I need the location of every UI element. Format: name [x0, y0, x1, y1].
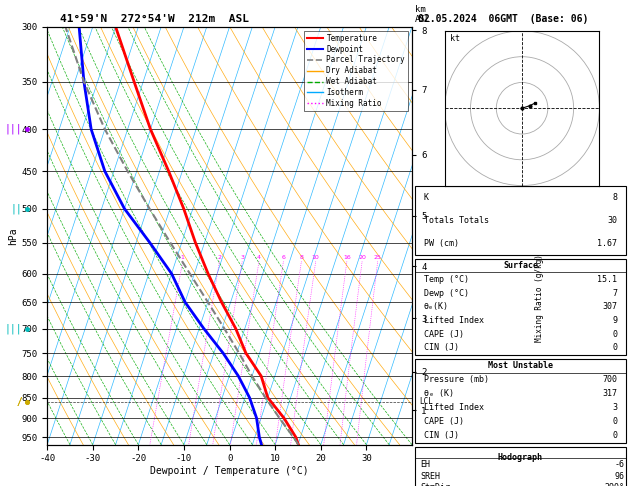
Text: StmDir: StmDir: [420, 483, 450, 486]
Text: /: /: [16, 397, 22, 407]
Text: 25: 25: [374, 255, 382, 260]
Text: Surface: Surface: [503, 261, 538, 270]
Text: 2: 2: [218, 255, 221, 260]
Text: kt: kt: [450, 34, 460, 43]
Text: CIN (J): CIN (J): [423, 431, 459, 440]
Text: Lifted Index: Lifted Index: [423, 316, 484, 325]
Text: 1.67: 1.67: [598, 239, 618, 247]
Text: 41°59'N  272°54'W  212m  ASL: 41°59'N 272°54'W 212m ASL: [60, 14, 248, 24]
Bar: [415, 259, 626, 355]
Text: ||: ||: [11, 204, 22, 214]
Text: 7: 7: [613, 289, 618, 297]
Text: 30: 30: [608, 215, 618, 225]
Text: Temp (°C): Temp (°C): [423, 275, 469, 284]
Text: Dewp (°C): Dewp (°C): [423, 289, 469, 297]
Text: Pressure (mb): Pressure (mb): [423, 375, 489, 384]
Bar: [415, 186, 626, 255]
Text: 0: 0: [613, 417, 618, 426]
Text: Lifted Index: Lifted Index: [423, 403, 484, 412]
Text: LCL: LCL: [420, 398, 433, 406]
Text: CAPE (J): CAPE (J): [423, 417, 464, 426]
Text: |||: |||: [4, 323, 22, 334]
Text: 20: 20: [358, 255, 366, 260]
Text: 4: 4: [257, 255, 261, 260]
Text: 700: 700: [603, 375, 618, 384]
Text: /: /: [16, 397, 22, 407]
Text: CIN (J): CIN (J): [423, 344, 459, 352]
Text: 16: 16: [343, 255, 351, 260]
Text: Hodograph: Hodograph: [498, 453, 543, 462]
Text: 8: 8: [299, 255, 303, 260]
Text: 0: 0: [613, 344, 618, 352]
Text: 290°: 290°: [604, 483, 625, 486]
Text: PW (cm): PW (cm): [423, 239, 459, 247]
Text: θₑ (K): θₑ (K): [423, 389, 454, 399]
Text: 02.05.2024  06GMT  (Base: 06): 02.05.2024 06GMT (Base: 06): [418, 14, 589, 24]
Text: 307: 307: [603, 302, 618, 311]
Text: 9: 9: [613, 316, 618, 325]
Text: -6: -6: [615, 460, 625, 469]
Legend: Temperature, Dewpoint, Parcel Trajectory, Dry Adiabat, Wet Adiabat, Isotherm, Mi: Temperature, Dewpoint, Parcel Trajectory…: [304, 31, 408, 111]
Text: 0: 0: [613, 330, 618, 339]
Text: 6: 6: [281, 255, 286, 260]
Text: Most Unstable: Most Unstable: [488, 362, 553, 370]
Text: Mixing Ratio (g/kg): Mixing Ratio (g/kg): [535, 255, 544, 342]
Text: |||: |||: [4, 124, 22, 135]
Text: 96: 96: [615, 472, 625, 481]
Text: SREH: SREH: [420, 472, 440, 481]
Text: 8: 8: [613, 192, 618, 202]
Text: 317: 317: [603, 389, 618, 399]
X-axis label: Dewpoint / Temperature (°C): Dewpoint / Temperature (°C): [150, 466, 309, 476]
Text: 3: 3: [240, 255, 244, 260]
Text: EH: EH: [420, 460, 430, 469]
Text: 15.1: 15.1: [598, 275, 618, 284]
Bar: [415, 359, 626, 443]
Text: Totals Totals: Totals Totals: [423, 215, 489, 225]
Text: 0: 0: [613, 431, 618, 440]
Text: 3: 3: [613, 403, 618, 412]
Text: K: K: [423, 192, 428, 202]
Text: km
ASL: km ASL: [415, 5, 431, 24]
Text: θₑ(K): θₑ(K): [423, 302, 448, 311]
Text: 1: 1: [181, 255, 184, 260]
Text: CAPE (J): CAPE (J): [423, 330, 464, 339]
Text: 10: 10: [312, 255, 320, 260]
Y-axis label: hPa: hPa: [9, 227, 18, 244]
